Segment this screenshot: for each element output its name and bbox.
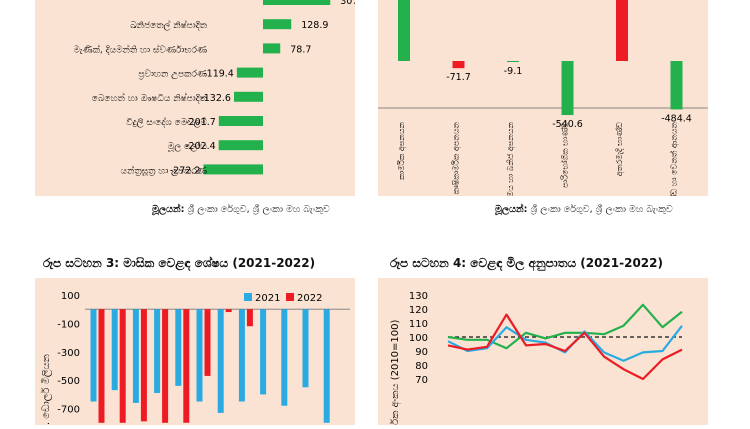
chart4-ytick-label: 110	[409, 319, 428, 330]
chart2-panel: කාර්මික අපනයන -71.7 කෘෂිකාර්මික අපනයන -9.1 ඛ…	[378, 0, 708, 248]
chart1-bar	[233, 91, 263, 102]
chart3-bar-2022	[204, 309, 211, 376]
chart2-bar	[561, 61, 574, 116]
chart4-ylabel: දර්ශක අංකය (2010=100)	[389, 319, 401, 425]
chart4-ytick-label: 120	[409, 305, 428, 316]
chart3-bar-2021	[132, 309, 139, 403]
chart3-bar-2022	[140, 309, 147, 422]
chart3-ytick-label: -500	[57, 376, 80, 387]
chart2-category-label: ඛනිජමය හා බනිජ අපනයන	[506, 122, 516, 196]
chart3-ylabel: එ.ජ. ඩොලර් මිලියන	[40, 354, 52, 425]
chart3-title: රූප සටහන 3: මාසික වෙළඳ ශේෂය (2021-2022)	[43, 256, 316, 270]
chart1-source-label: මූලයන්:	[152, 204, 185, 215]
chart2-source: මූලයන්: ශ්‍රී ලංකා රේගුව, ශ්‍රී ලංකා මහ …	[495, 204, 673, 215]
chart4-title: රූප සටහන 4: වෙළඳ මිල අනුපාතය (2021-2022)	[390, 256, 663, 270]
chart3-bar-2022	[183, 309, 190, 423]
chart3-bar-2021	[90, 309, 97, 402]
chart1-category-label: විදුලි සංදේශ මෙවලම්	[126, 117, 207, 128]
chart3-legend-swatch	[286, 293, 294, 301]
chart1-source: මූලයන්: ශ්‍රී ලංකා රේගුව, ශ්‍රී ලංකා මහ …	[152, 204, 330, 215]
chart2-bar	[452, 61, 465, 69]
chart1-category-label: ඛනිජතෙල් නිෂ්පාදිත	[130, 20, 207, 31]
chart3-bar-2021	[260, 309, 267, 395]
chart3-bar-2022	[98, 309, 105, 423]
chart4-series-line	[447, 303, 683, 350]
chart2-value-label: -71.7	[446, 72, 471, 83]
chart2-bar	[507, 61, 519, 62]
chart3-bar-2021	[238, 309, 245, 402]
chart2-value-label: -9.1	[504, 66, 523, 77]
chart2-bar	[398, 0, 410, 61]
chart3-bar-2022	[225, 309, 232, 313]
chart3-bar-2021	[111, 309, 118, 391]
chart1-value-label: -119.4	[203, 69, 234, 80]
chart2-category-label: කාර්මික අපනයන	[396, 122, 407, 180]
chart3-svg: එ.ජ. ඩොලර් මිලියන 100 -100 -300 -500 -700 2021…	[40, 291, 350, 429]
chart1-category-label: ප්‍රවාහන උපකරණ	[138, 70, 207, 80]
chart2-category-label: අතරමැදි භාණ්ඩ	[614, 122, 625, 176]
chart3-bar-2022	[162, 309, 169, 423]
chart4-ytick-label: 90	[415, 347, 428, 358]
chart2-svg: කාර්මික අපනයන -71.7 කෘෂිකාර්මික අපනයන -9.1 ඛ…	[378, 0, 708, 248]
chart4-svg: දර්ශක අංකය (2010=100) 130 120 110 100 90 80 70	[389, 291, 683, 429]
chart3-ytick-label: -300	[57, 348, 80, 359]
chart3-bar-2021	[217, 309, 224, 413]
chart1-value-label: -202.4	[185, 141, 216, 152]
chart3-bar-2021	[281, 309, 288, 406]
chart2-category-label: කෘෂිකාර්මික අපනයන	[451, 122, 462, 195]
chart1-panel: 307.2 ඛනිජතෙල් නිෂ්පාදිත 128.9 මැණික්, දියම…	[35, 0, 367, 196]
chart2-bar	[616, 0, 628, 61]
chart1-category-label: මැණික්, දියමන්ති හා ස්වර්ණාභරණ	[73, 44, 207, 55]
chart3-ytick-label: -700	[57, 405, 80, 416]
chart3-legend-swatch	[244, 293, 252, 301]
chart3-bar-2022	[119, 309, 126, 423]
chart3-bar-2021	[154, 309, 161, 393]
chart1-category-label: මූල ලෝහ	[167, 141, 207, 152]
chart4-series-line	[447, 325, 683, 362]
chart4-ytick-label: 130	[409, 291, 428, 302]
chart2-category-label: පාරිභෝගික භාණ්ඩ	[559, 122, 569, 188]
chart2-source-label: මූලයන්:	[495, 204, 528, 215]
chart4-ytick-label: 70	[415, 375, 428, 386]
chart1-bar	[263, 43, 281, 54]
chart1-bar	[218, 116, 263, 126]
chart3-ytick-label: 100	[61, 291, 80, 302]
chart3-ytick-label: -100	[57, 319, 80, 330]
chart1-value-label: 128.9	[301, 20, 328, 31]
chart1-value-label: 307.2	[340, 0, 355, 7]
chart1-category-label: බෙහෙත් හා ඖෂධීය නිෂ්පාදිත	[92, 93, 208, 104]
chart3-bar-2022	[246, 309, 253, 327]
chart1-source-text: ශ්‍රී ලංකා රේගුව, ශ්‍රී ලංකා මහ බැංකුව	[187, 204, 330, 215]
chart3-legend-label: 2022	[297, 293, 322, 304]
chart1-bar	[218, 140, 263, 151]
chart4-series-line	[447, 313, 683, 381]
chart3-bar-2021	[196, 309, 203, 402]
chart1-value-label: -132.6	[200, 93, 231, 104]
chart4-ytick-label: 100	[409, 333, 428, 344]
chart3-bar-2021	[175, 309, 182, 386]
chart3-bar-2021	[323, 309, 330, 423]
chart1-category-label: යන්ත්‍රසූත්‍ර හා උපකරණ	[121, 165, 207, 176]
chart2-bar	[670, 61, 683, 110]
chart1-bar	[236, 67, 263, 78]
chart2-category-label: ආයෝජන භාණ්ඩ හා වෙනත් ආනයන	[668, 122, 679, 196]
chart1-bar	[203, 164, 263, 175]
chart3-panel: එ.ජ. ඩොලර් මිලියන 100 -100 -300 -500 -700 2021…	[35, 278, 355, 429]
chart3-bar-2021	[302, 309, 309, 388]
chart1-value-label: 78.7	[290, 44, 311, 55]
chart2-source-text: ශ්‍රී ලංකා රේගුව, ශ්‍රී ලංකා මහ බැංකුව	[530, 204, 673, 215]
chart4-ytick-label: 80	[415, 361, 428, 372]
chart4-panel: දර්ශක අංකය (2010=100) 130 120 110 100 90 80 70	[378, 278, 708, 429]
chart1-value-label: -272.2	[170, 165, 201, 176]
chart1-bar	[263, 19, 292, 30]
chart1-svg: 307.2 ඛනිජතෙල් නිෂ්පාදිත 128.9 මැණික්, දියම…	[73, 0, 367, 177]
chart2-value-label: -484.4	[661, 113, 692, 124]
chart1-value-label: -201.7	[185, 117, 216, 128]
chart2-value-label: -540.6	[552, 119, 583, 130]
chart1-bar	[263, 0, 331, 5]
chart3-legend-label: 2021	[255, 293, 280, 304]
